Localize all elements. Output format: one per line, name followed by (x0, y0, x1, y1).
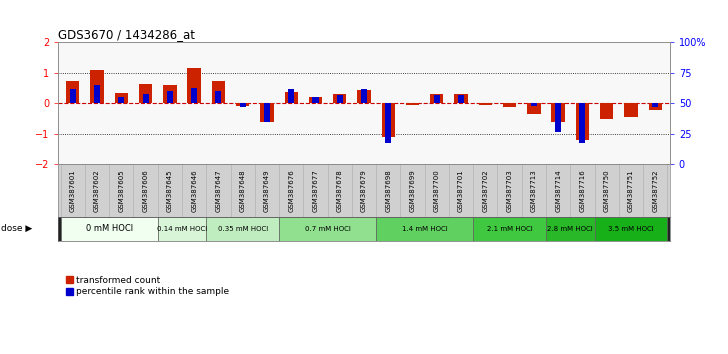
Bar (206, 217, 279, 241)
Text: GSM387701: GSM387701 (458, 169, 464, 212)
Bar (434, 95, 440, 103)
Text: GSM387698: GSM387698 (385, 169, 391, 212)
Text: GSM387703: GSM387703 (507, 169, 513, 212)
Bar (361, 89, 367, 103)
Text: GSM387714: GSM387714 (555, 169, 561, 212)
Bar (376, 217, 473, 241)
Bar (357, 90, 371, 103)
Text: 3.5 mM HOCl: 3.5 mM HOCl (608, 226, 654, 232)
Text: 2.8 mM HOCl: 2.8 mM HOCl (547, 226, 593, 232)
Legend: transformed count, percentile rank within the sample: transformed count, percentile rank withi… (63, 272, 233, 300)
Text: 0 mM HOCl: 0 mM HOCl (86, 224, 132, 233)
Bar (595, 217, 668, 241)
Text: GSM387645: GSM387645 (167, 169, 173, 212)
Bar (279, 217, 376, 241)
Text: 1.4 mM HOCl: 1.4 mM HOCl (402, 226, 448, 232)
Bar (473, 217, 546, 241)
Bar (240, 103, 246, 107)
Text: GSM387713: GSM387713 (531, 169, 537, 212)
Text: GSM387716: GSM387716 (579, 169, 585, 212)
Bar (576, 103, 589, 140)
Bar (212, 81, 225, 103)
Bar (309, 97, 322, 103)
Text: GSM387602: GSM387602 (94, 169, 100, 212)
Text: GSM387702: GSM387702 (483, 169, 488, 212)
Bar (336, 95, 343, 103)
Text: GSM387700: GSM387700 (434, 169, 440, 212)
Text: GSM387678: GSM387678 (337, 169, 343, 212)
Bar (503, 103, 516, 107)
Text: GSM387606: GSM387606 (143, 169, 149, 212)
Bar (288, 89, 294, 103)
Bar (191, 88, 197, 103)
Bar (143, 94, 149, 103)
Bar (94, 85, 100, 103)
Bar (454, 94, 467, 103)
Text: GSM387647: GSM387647 (215, 169, 221, 212)
Bar (381, 103, 395, 137)
Text: GSM387750: GSM387750 (604, 169, 609, 212)
Bar (600, 103, 614, 119)
Bar (458, 95, 464, 103)
Bar (139, 84, 152, 103)
Bar (115, 93, 128, 103)
Text: GSM387752: GSM387752 (652, 169, 658, 212)
Text: GSM387677: GSM387677 (312, 169, 318, 212)
Text: 0.14 mM HOCl: 0.14 mM HOCl (157, 226, 207, 232)
Bar (527, 103, 541, 114)
Text: 0.7 mM HOCl: 0.7 mM HOCl (304, 226, 351, 232)
Bar (479, 103, 492, 105)
Text: GSM387679: GSM387679 (361, 169, 367, 212)
Bar (531, 103, 537, 106)
Bar (333, 94, 347, 103)
Bar (167, 91, 173, 103)
Bar (652, 103, 658, 107)
Bar (430, 94, 443, 103)
Text: GSM387676: GSM387676 (288, 169, 294, 212)
Bar (66, 81, 79, 103)
Bar (579, 103, 585, 143)
Bar (158, 217, 206, 241)
Text: GDS3670 / 1434286_at: GDS3670 / 1434286_at (58, 28, 195, 41)
Text: GSM387699: GSM387699 (410, 169, 416, 212)
Text: GSM387605: GSM387605 (119, 169, 124, 212)
Text: 0.35 mM HOCl: 0.35 mM HOCl (218, 226, 268, 232)
Bar (60, 217, 158, 241)
Bar (70, 89, 76, 103)
Text: GSM387751: GSM387751 (628, 169, 634, 212)
Bar (552, 103, 565, 122)
Text: 2.1 mM HOCl: 2.1 mM HOCl (487, 226, 532, 232)
Bar (385, 103, 392, 143)
Bar (312, 97, 319, 103)
Text: GSM387648: GSM387648 (240, 169, 245, 212)
Bar (649, 103, 662, 110)
Bar (264, 103, 270, 122)
Bar (215, 91, 221, 103)
Bar (188, 68, 201, 103)
Text: GSM387649: GSM387649 (264, 169, 270, 212)
Bar (555, 103, 561, 132)
Text: GSM387646: GSM387646 (191, 169, 197, 212)
Bar (261, 103, 274, 122)
Bar (406, 103, 419, 105)
Text: GSM387601: GSM387601 (70, 169, 76, 212)
Bar (118, 97, 124, 103)
Bar (90, 70, 104, 103)
Bar (163, 85, 177, 103)
Text: dose ▶: dose ▶ (1, 224, 33, 233)
Bar (546, 217, 595, 241)
Bar (285, 92, 298, 103)
Bar (236, 103, 249, 106)
Bar (625, 103, 638, 117)
